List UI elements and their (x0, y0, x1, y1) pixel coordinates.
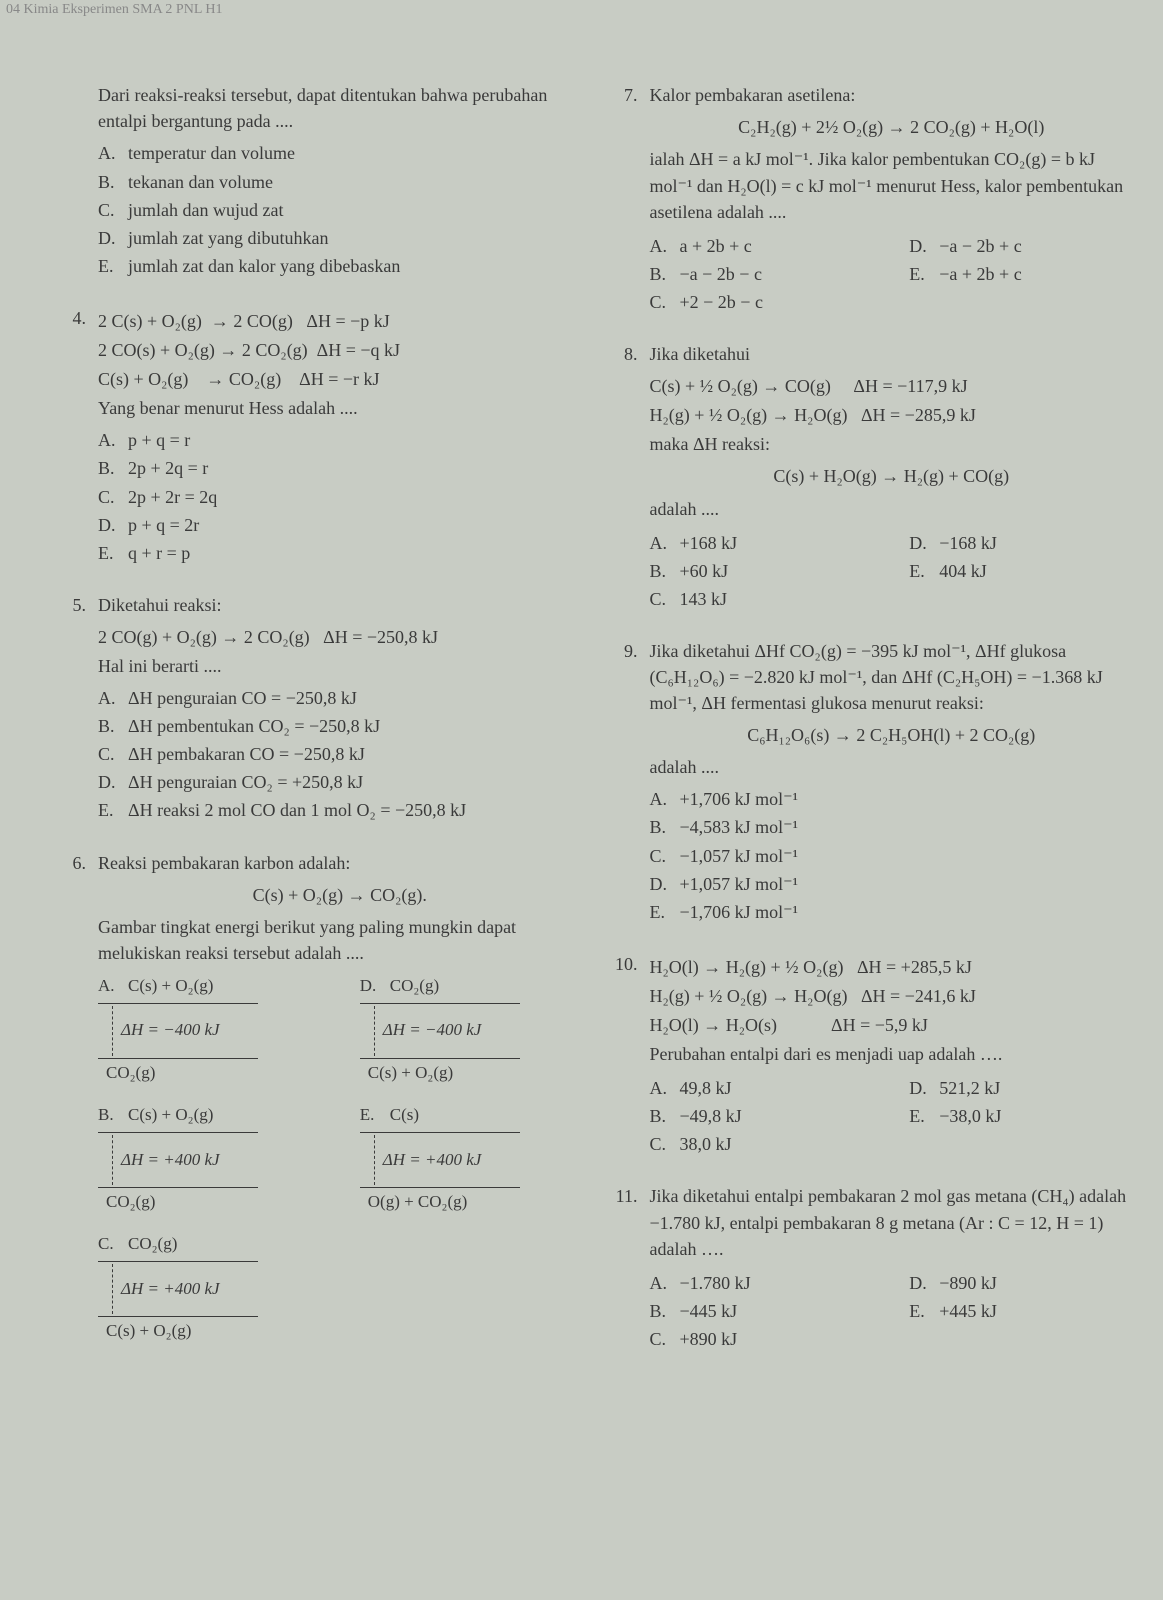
q5: 5. Diketahui reaksi: 2 CO(g) + O₂(g) → 2… (60, 592, 582, 826)
q5-opt-e: ΔH reaksi 2 mol CO dan 1 mol O₂ = −250,8… (128, 797, 466, 823)
q9-opt-e: −1,706 kJ mol⁻¹ (680, 899, 799, 925)
q10-eq2: H₂(g) + ½ O₂(g) → H₂O(g) ΔH = −241,6 kJ (650, 983, 1134, 1009)
q8-opt-b: +60 kJ (680, 558, 729, 584)
q8-opt-d: −168 kJ (939, 530, 997, 556)
q8-opt-c: 143 kJ (680, 586, 728, 612)
q6-diagram-b: B.C(s) + O₂(g) ΔH = +400 kJ CO₂(g) (98, 1103, 320, 1214)
q3-opt-a: temperatur dan volume (128, 140, 295, 166)
q7-stem1: Kalor pembakaran asetilena: (650, 82, 1134, 108)
q8-opt-e: 404 kJ (939, 558, 987, 584)
q5-opt-d: ΔH penguraian CO₂ = +250,8 kJ (128, 769, 363, 795)
q7-opt-e: −a + 2b + c (939, 261, 1021, 287)
q9-stem1: Jika diketahui ΔHf CO₂(g) = −395 kJ mol⁻… (650, 638, 1134, 716)
q10-opt-d: 521,2 kJ (939, 1075, 1000, 1101)
q4-number: 4. (60, 305, 86, 568)
q3-opt-b: tekanan dan volume (128, 169, 273, 195)
q4-eq1: 2 C(s) + O₂(g) → 2 CO(g) ΔH = −p kJ (98, 308, 582, 334)
q3-opt-c: jumlah dan wujud zat (128, 197, 283, 223)
q11-opt-d: −890 kJ (939, 1270, 997, 1296)
q10-eq1: H₂O(l) → H₂(g) + ½ O₂(g) ΔH = +285,5 kJ (650, 954, 1134, 980)
q7-number: 7. (612, 82, 638, 317)
q5-opt-c: ΔH pembakaran CO = −250,8 kJ (128, 741, 365, 767)
q11: 11. Jika diketahui entalpi pembakaran 2 … (612, 1183, 1134, 1354)
q9-eq: C₆H₁₂O₆(s) → 2 C₂H₅OH(l) + 2 CO₂(g) (650, 722, 1134, 748)
q6-diagram-c: C.CO₂(g) ΔH = +400 kJ C(s) + O₂(g) (98, 1232, 320, 1343)
q5-number: 5. (60, 592, 86, 826)
q4-eq2: 2 CO(s) + O₂(g) → 2 CO₂(g) ΔH = −q kJ (98, 337, 582, 363)
q11-number: 11. (612, 1183, 638, 1354)
q6-diagram-a: A.C(s) + O₂(g) ΔH = −400 kJ CO₂(g) (98, 974, 320, 1085)
left-column: Dari reaksi-reaksi tersebut, dapat diten… (60, 82, 582, 1385)
q4-eq3: C(s) + O₂(g) → CO₂(g) ΔH = −r kJ (98, 366, 582, 392)
right-column: 7. Kalor pembakaran asetilena: C₂H₂(g) +… (612, 82, 1134, 1385)
q11-opt-e: +445 kJ (939, 1298, 997, 1324)
q6-eq: C(s) + O₂(g) → CO₂(g). (98, 882, 582, 908)
q5-opt-b: ΔH pembentukan CO₂ = −250,8 kJ (128, 713, 380, 739)
q9-opt-b: −4,583 kJ mol⁻¹ (680, 814, 799, 840)
q10-eq3: H₂O(l) → H₂O(s) ΔH = −5,9 kJ (650, 1012, 1134, 1038)
q7: 7. Kalor pembakaran asetilena: C₂H₂(g) +… (612, 82, 1134, 317)
q9-opt-c: −1,057 kJ mol⁻¹ (680, 843, 799, 869)
q8-stem3: adalah .... (650, 496, 1134, 522)
q9: 9. Jika diketahui ΔHf CO₂(g) = −395 kJ m… (612, 638, 1134, 927)
q5-eq: 2 CO(g) + O₂(g) → 2 CO₂(g) ΔH = −250,8 k… (98, 624, 582, 650)
q11-opt-b: −445 kJ (680, 1298, 738, 1324)
q3-opt-d: jumlah zat yang dibutuhkan (128, 225, 328, 251)
q8-opt-a: +168 kJ (680, 530, 738, 556)
q4-stem: Yang benar menurut Hess adalah .... (98, 395, 582, 421)
q8-stem1: Jika diketahui (650, 341, 1134, 367)
q8-eq1: C(s) + ½ O₂(g) → CO(g) ΔH = −117,9 kJ (650, 373, 1134, 399)
q8-eq3: C(s) + H₂O(g) → H₂(g) + CO(g) (650, 463, 1134, 489)
q10: 10. H₂O(l) → H₂(g) + ½ O₂(g) ΔH = +285,5… (612, 951, 1134, 1160)
q5-stem1: Diketahui reaksi: (98, 592, 582, 618)
q4-opt-d: p + q = 2r (128, 512, 199, 538)
q8-eq2: H₂(g) + ½ O₂(g) → H₂O(g) ΔH = −285,9 kJ (650, 402, 1134, 428)
q9-opt-a: +1,706 kJ mol⁻¹ (680, 786, 799, 812)
q11-stem: Jika diketahui entalpi pembakaran 2 mol … (650, 1183, 1134, 1261)
q6-stem1: Reaksi pembakaran karbon adalah: (98, 850, 582, 876)
q8-number: 8. (612, 341, 638, 614)
q10-number: 10. (612, 951, 638, 1160)
q7-opt-c: +2 − 2b − c (680, 289, 763, 315)
q7-opt-a: a + 2b + c (680, 233, 752, 259)
q9-number: 9. (612, 638, 638, 927)
q6-stem2: Gambar tingkat energi berikut yang palin… (98, 914, 582, 966)
q3-stem: Dari reaksi-reaksi tersebut, dapat diten… (98, 82, 582, 134)
q8: 8. Jika diketahui C(s) + ½ O₂(g) → CO(g)… (612, 341, 1134, 614)
q6: 6. Reaksi pembakaran karbon adalah: C(s)… (60, 850, 582, 1362)
q6-diagram-e: E.C(s) ΔH = +400 kJ O(g) + CO₂(g) (360, 1103, 582, 1214)
q5-stem2: Hal ini berarti .... (98, 653, 582, 679)
q10-stem: Perubahan entalpi dari es menjadi uap ad… (650, 1041, 1134, 1067)
q10-opt-b: −49,8 kJ (680, 1103, 742, 1129)
q11-opt-c: +890 kJ (680, 1326, 738, 1352)
q9-opt-d: +1,057 kJ mol⁻¹ (680, 871, 799, 897)
q11-opt-a: −1.780 kJ (680, 1270, 751, 1296)
q6-diagram-d: D.CO₂(g) ΔH = −400 kJ C(s) + O₂(g) (360, 974, 582, 1085)
q8-stem2: maka ΔH reaksi: (650, 431, 1134, 457)
q9-stem2: adalah .... (650, 754, 1134, 780)
q4: 4. 2 C(s) + O₂(g) → 2 CO(g) ΔH = −p kJ 2… (60, 305, 582, 568)
q7-opt-d: −a − 2b + c (939, 233, 1021, 259)
q5-opt-a: ΔH penguraian CO = −250,8 kJ (128, 685, 357, 711)
page-content: Dari reaksi-reaksi tersebut, dapat diten… (0, 42, 1163, 1425)
q4-opt-e: q + r = p (128, 540, 190, 566)
q3-continuation: Dari reaksi-reaksi tersebut, dapat diten… (60, 82, 582, 281)
q6-number: 6. (60, 850, 86, 1362)
q10-opt-a: 49,8 kJ (680, 1075, 732, 1101)
q7-opt-b: −a − 2b − c (680, 261, 762, 287)
q7-eq: C₂H₂(g) + 2½ O₂(g) → 2 CO₂(g) + H₂O(l) (650, 114, 1134, 140)
q4-opt-b: 2p + 2q = r (128, 455, 208, 481)
q4-opt-c: 2p + 2r = 2q (128, 484, 217, 510)
q7-stem2: ialah ΔH = a kJ mol⁻¹. Jika kalor pemben… (650, 146, 1134, 224)
q4-opt-a: p + q = r (128, 427, 190, 453)
page-header: 04 Kimia Eksperimen SMA 2 PNL H1 (0, 0, 1163, 20)
q10-opt-c: 38,0 kJ (680, 1131, 732, 1157)
q10-opt-e: −38,0 kJ (939, 1103, 1001, 1129)
q3-opt-e: jumlah zat dan kalor yang dibebaskan (128, 253, 400, 279)
